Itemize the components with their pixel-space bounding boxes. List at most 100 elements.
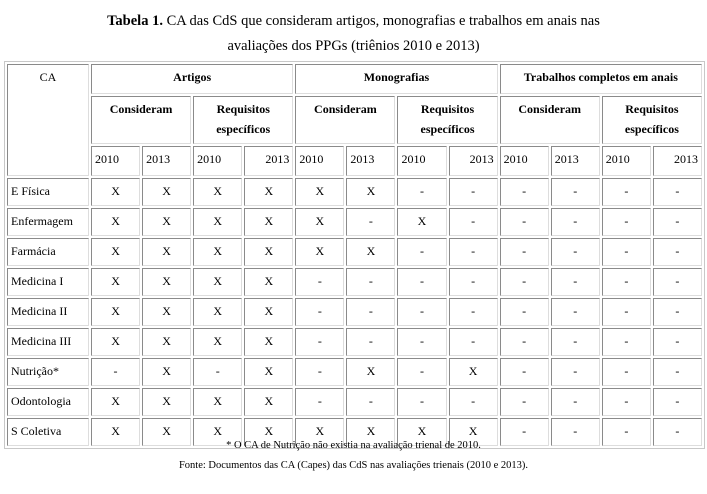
table-cell: - [652, 298, 702, 326]
row-label: E Física [7, 178, 89, 206]
table-caption: Tabela 1. CA das CdS que consideram arti… [0, 9, 707, 59]
table-cell: - [601, 208, 651, 236]
header-trabalhos: Trabalhos completos em anais [499, 64, 702, 94]
caption-line2: avaliações dos PPGs (triênios 2010 e 201… [227, 38, 480, 54]
table-cell: - [550, 418, 600, 446]
table-cell: - [652, 208, 702, 236]
table-cell: X [244, 328, 294, 356]
source-note: Fonte: Documentos das CA (Capes) das CdS… [178, 460, 529, 471]
table-cell: - [601, 298, 651, 326]
table-cell: - [346, 268, 396, 296]
table-cell: X [142, 298, 192, 326]
header-year: 2010 [397, 146, 447, 176]
table-cell: X [142, 388, 192, 416]
table-cell: - [193, 358, 243, 386]
table-cell: X [91, 178, 141, 206]
table-cell: - [295, 358, 345, 386]
table-cell: X [142, 358, 192, 386]
table-cell: - [397, 268, 447, 296]
table-cell: X [193, 418, 243, 446]
row-label: Medicina III [7, 328, 89, 356]
table-cell: - [499, 208, 549, 236]
table-cell: - [448, 268, 498, 296]
table-cell: - [652, 388, 702, 416]
header-year: 2013 [448, 146, 498, 176]
table-cell: - [295, 298, 345, 326]
table-cell: - [550, 328, 600, 356]
table-cell: - [652, 328, 702, 356]
table-cell: - [397, 238, 447, 266]
table-cell: - [499, 388, 549, 416]
table-cell: X [142, 238, 192, 266]
table-cell: - [499, 358, 549, 386]
header-year: 2010 [91, 146, 141, 176]
table-cell: - [295, 328, 345, 356]
table-cell: - [448, 298, 498, 326]
table-cell: X [91, 238, 141, 266]
header-row-years: 2010 2013 2010 2013 2010 2013 2010 2013 2010 2013… [7, 146, 702, 176]
table-cell: - [91, 358, 141, 386]
table-cell: X [295, 178, 345, 206]
footnote: * O CA de Nutrição não existia na avalia… [226, 440, 481, 451]
header-row-subgroups: Consideram Requisitos específicos Consid… [7, 96, 702, 144]
table-cell: X [244, 418, 294, 446]
table-row: Nutrição* - X - X - X - X - - - - [7, 358, 702, 386]
table-cell: - [550, 238, 600, 266]
table-cell: X [142, 208, 192, 236]
table-cell: - [448, 178, 498, 206]
table-cell: - [346, 208, 396, 236]
caption-line1: CA das CdS que consideram artigos, monog… [162, 13, 600, 29]
row-label: Odontologia [7, 388, 89, 416]
table-cell: X [244, 358, 294, 386]
table-cell: X [193, 238, 243, 266]
table-cell: - [397, 388, 447, 416]
table-cell: - [397, 298, 447, 326]
table-cell: - [397, 178, 447, 206]
table-cell: X [91, 208, 141, 236]
table-cell: - [499, 298, 549, 326]
table-cell: X [193, 328, 243, 356]
header-artigos: Artigos [91, 64, 294, 94]
table-cell: X [193, 298, 243, 326]
table-cell: - [550, 208, 600, 236]
table-cell: - [601, 268, 651, 296]
table-cell: X [91, 298, 141, 326]
table-cell: - [601, 238, 651, 266]
table-cell: - [346, 388, 396, 416]
table-cell: - [652, 238, 702, 266]
header-year: 2013 [550, 146, 600, 176]
table-cell: - [652, 178, 702, 206]
table-cell: X [346, 358, 396, 386]
table-row: Enfermagem X X X X X - X - - - - - [7, 208, 702, 236]
table-cell: X [244, 238, 294, 266]
header-monografias: Monografias [295, 64, 498, 94]
table-cell: X [346, 178, 396, 206]
table-cell: - [550, 298, 600, 326]
table-cell: - [346, 328, 396, 356]
table-cell: - [652, 268, 702, 296]
header-consideram: Consideram [295, 96, 396, 144]
table-cell: X [91, 328, 141, 356]
table-cell: - [550, 178, 600, 206]
table-cell: - [601, 418, 651, 446]
table-cell: - [448, 208, 498, 236]
table-cell: - [448, 328, 498, 356]
table-cell: X [448, 418, 498, 446]
table-cell: - [499, 328, 549, 356]
table-cell: - [652, 418, 702, 446]
table-cell: - [601, 358, 651, 386]
table-cell: X [142, 418, 192, 446]
table-row: Farmácia X X X X X X - - - - - - [7, 238, 702, 266]
table-cell: X [244, 388, 294, 416]
table-cell: X [397, 208, 447, 236]
header-requisitos: Requisitos específicos [193, 96, 294, 144]
table-cell: X [397, 418, 447, 446]
table-cell: X [193, 178, 243, 206]
row-label: Enfermagem [7, 208, 89, 236]
row-label: Nutrição* [7, 358, 89, 386]
table-cell: - [601, 328, 651, 356]
table-cell: - [550, 268, 600, 296]
table-cell: - [346, 298, 396, 326]
table-cell: X [142, 178, 192, 206]
